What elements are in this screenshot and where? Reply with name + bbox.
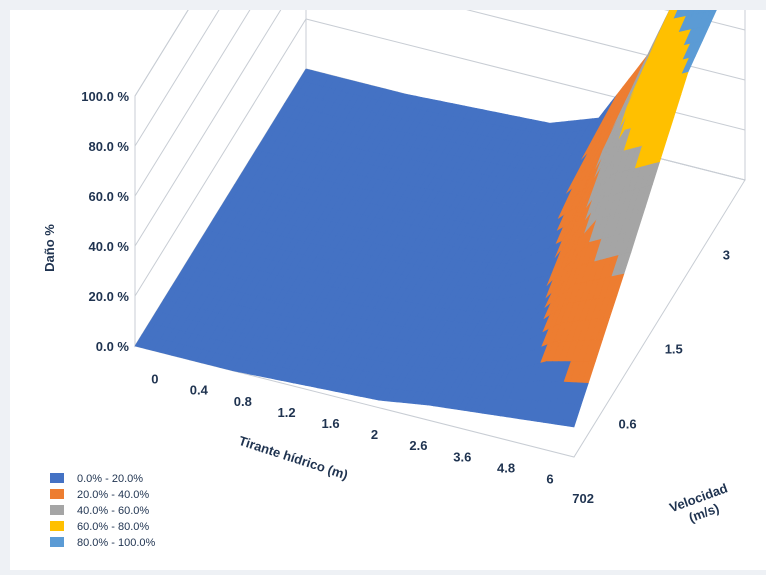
z-tick-label: 60.0 % bbox=[89, 189, 130, 204]
legend-label-4: 80.0% - 100.0% bbox=[77, 537, 155, 549]
legend-swatch-3 bbox=[50, 521, 64, 531]
x-tick-label: 2.6 bbox=[409, 438, 427, 453]
z-gridline bbox=[134, 0, 746, 197]
z-tick-label: 80.0 % bbox=[89, 139, 130, 154]
legend-label-3: 60.0% - 80.0% bbox=[77, 521, 149, 533]
y-axis-title: Velocidad (m/s) bbox=[667, 480, 729, 525]
legend-swatch-2 bbox=[50, 505, 64, 515]
x-tick-label: 2 bbox=[371, 427, 378, 442]
z-gridline bbox=[134, 18, 746, 297]
legend: 0.0% - 20.0% 20.0% - 40.0% 40.0% - 60.0%… bbox=[50, 473, 155, 549]
x-tick-label: 4.8 bbox=[497, 460, 515, 475]
chart-card: 0.0 % 20.0 % 40.0 % 60.0 % 80.0 % 100.0 % 0 0.… bbox=[10, 0, 766, 570]
surface-chart: 0.0 % 20.0 % 40.0 % 60.0 % 80.0 % 100.0 % 0 0.… bbox=[42, 0, 746, 549]
z-tick-label: 0.0 % bbox=[96, 339, 130, 354]
surface-patch bbox=[567, 404, 582, 428]
z-axis-ticks: 0.0 % 20.0 % 40.0 % 60.0 % 80.0 % 100.0 % bbox=[81, 89, 129, 354]
z-tick-label: 100.0 % bbox=[81, 89, 129, 104]
y-axis-ticks: 702 0.6 1.5 3 bbox=[572, 247, 730, 506]
z-gridline bbox=[134, 0, 746, 247]
z-tick-label: 40.0 % bbox=[89, 239, 130, 254]
surface-plot bbox=[134, 0, 722, 428]
x-tick-label: 0.8 bbox=[234, 394, 252, 409]
legend-label-1: 20.0% - 40.0% bbox=[77, 489, 149, 501]
x-tick-label: 0.4 bbox=[190, 383, 209, 398]
x-axis-ticks: 0 0.4 0.8 1.2 1.6 2 2.6 3.6 4.8 6 bbox=[151, 372, 553, 487]
legend-swatch-1 bbox=[50, 489, 64, 499]
legend-swatch-4 bbox=[50, 537, 64, 547]
y-tick-label: 1.5 bbox=[665, 342, 683, 357]
legend-label-2: 40.0% - 60.0% bbox=[77, 505, 149, 517]
x-tick-label: 1.6 bbox=[322, 416, 340, 431]
x-axis-title: Tirante hídrico (m) bbox=[237, 433, 350, 482]
legend-label-0: 0.0% - 20.0% bbox=[77, 473, 143, 485]
y-tick-label: 0.6 bbox=[619, 416, 637, 431]
y-tick-label: 3 bbox=[723, 247, 730, 262]
z-tick-label: 20.0 % bbox=[89, 289, 130, 304]
z-axis-title: Daño % bbox=[42, 224, 57, 272]
x-tick-label: 3.6 bbox=[453, 449, 471, 464]
x-tick-label: 0 bbox=[151, 372, 158, 387]
x-tick-label: 6 bbox=[546, 471, 553, 486]
y-tick-label: 702 bbox=[572, 491, 594, 506]
x-tick-label: 1.2 bbox=[278, 405, 296, 420]
z-gridline bbox=[134, 0, 226, 147]
legend-swatch-0 bbox=[50, 473, 64, 483]
